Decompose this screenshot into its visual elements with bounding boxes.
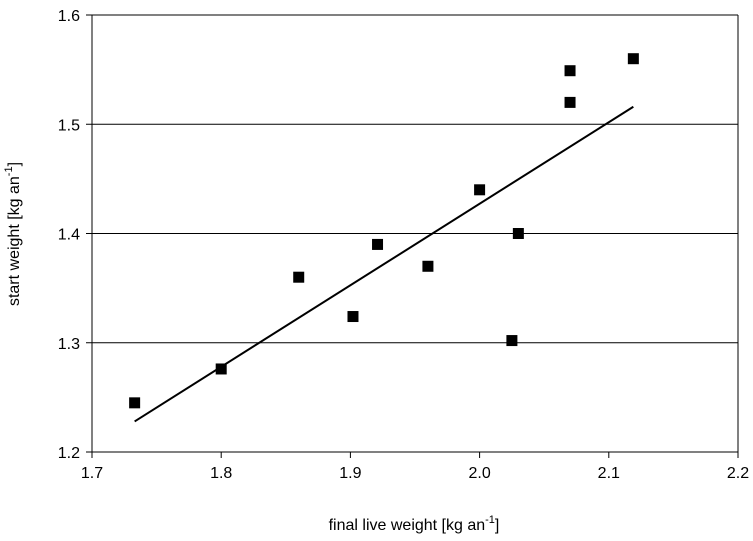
- data-point: [512, 228, 524, 239]
- y-axis-title: start weight [kg an-1]: [3, 162, 23, 306]
- x-tick-label: 1.7: [81, 465, 103, 482]
- x-axis-ticks: 1.7 1.8 1.9 2.0 2.1 2.2: [81, 452, 749, 482]
- data-point: [564, 96, 576, 108]
- data-point: [372, 238, 384, 250]
- trendline: [134, 105, 634, 423]
- data-point: [347, 311, 359, 323]
- data-point: [293, 271, 305, 283]
- x-tick-label: 2.0: [468, 465, 490, 482]
- trendline-group: [134, 105, 634, 423]
- x-tick-label: 2.1: [598, 465, 620, 482]
- x-tick-label: 1.9: [339, 465, 361, 482]
- gridlines: [92, 14, 738, 344]
- data-point: [474, 184, 486, 196]
- data-point: [506, 335, 518, 347]
- data-points: [129, 53, 639, 409]
- x-axis-title: final live weight [kg an-1]: [329, 514, 500, 534]
- x-tick-label: 2.2: [727, 465, 749, 482]
- y-tick-label: 1.5: [58, 117, 80, 134]
- y-tick-label: 1.4: [58, 227, 80, 244]
- y-tick-label: 1.6: [58, 8, 80, 25]
- y-tick-label: 1.2: [58, 445, 80, 462]
- x-tick-label: 1.8: [210, 465, 232, 482]
- data-point: [422, 260, 434, 272]
- data-point: [129, 397, 141, 409]
- data-point: [215, 363, 227, 375]
- y-tick-label: 1.3: [58, 336, 80, 353]
- data-point: [627, 53, 639, 65]
- data-point: [564, 65, 576, 77]
- y-axis-ticks: 1.2 1.3 1.4 1.5 1.6: [58, 8, 92, 462]
